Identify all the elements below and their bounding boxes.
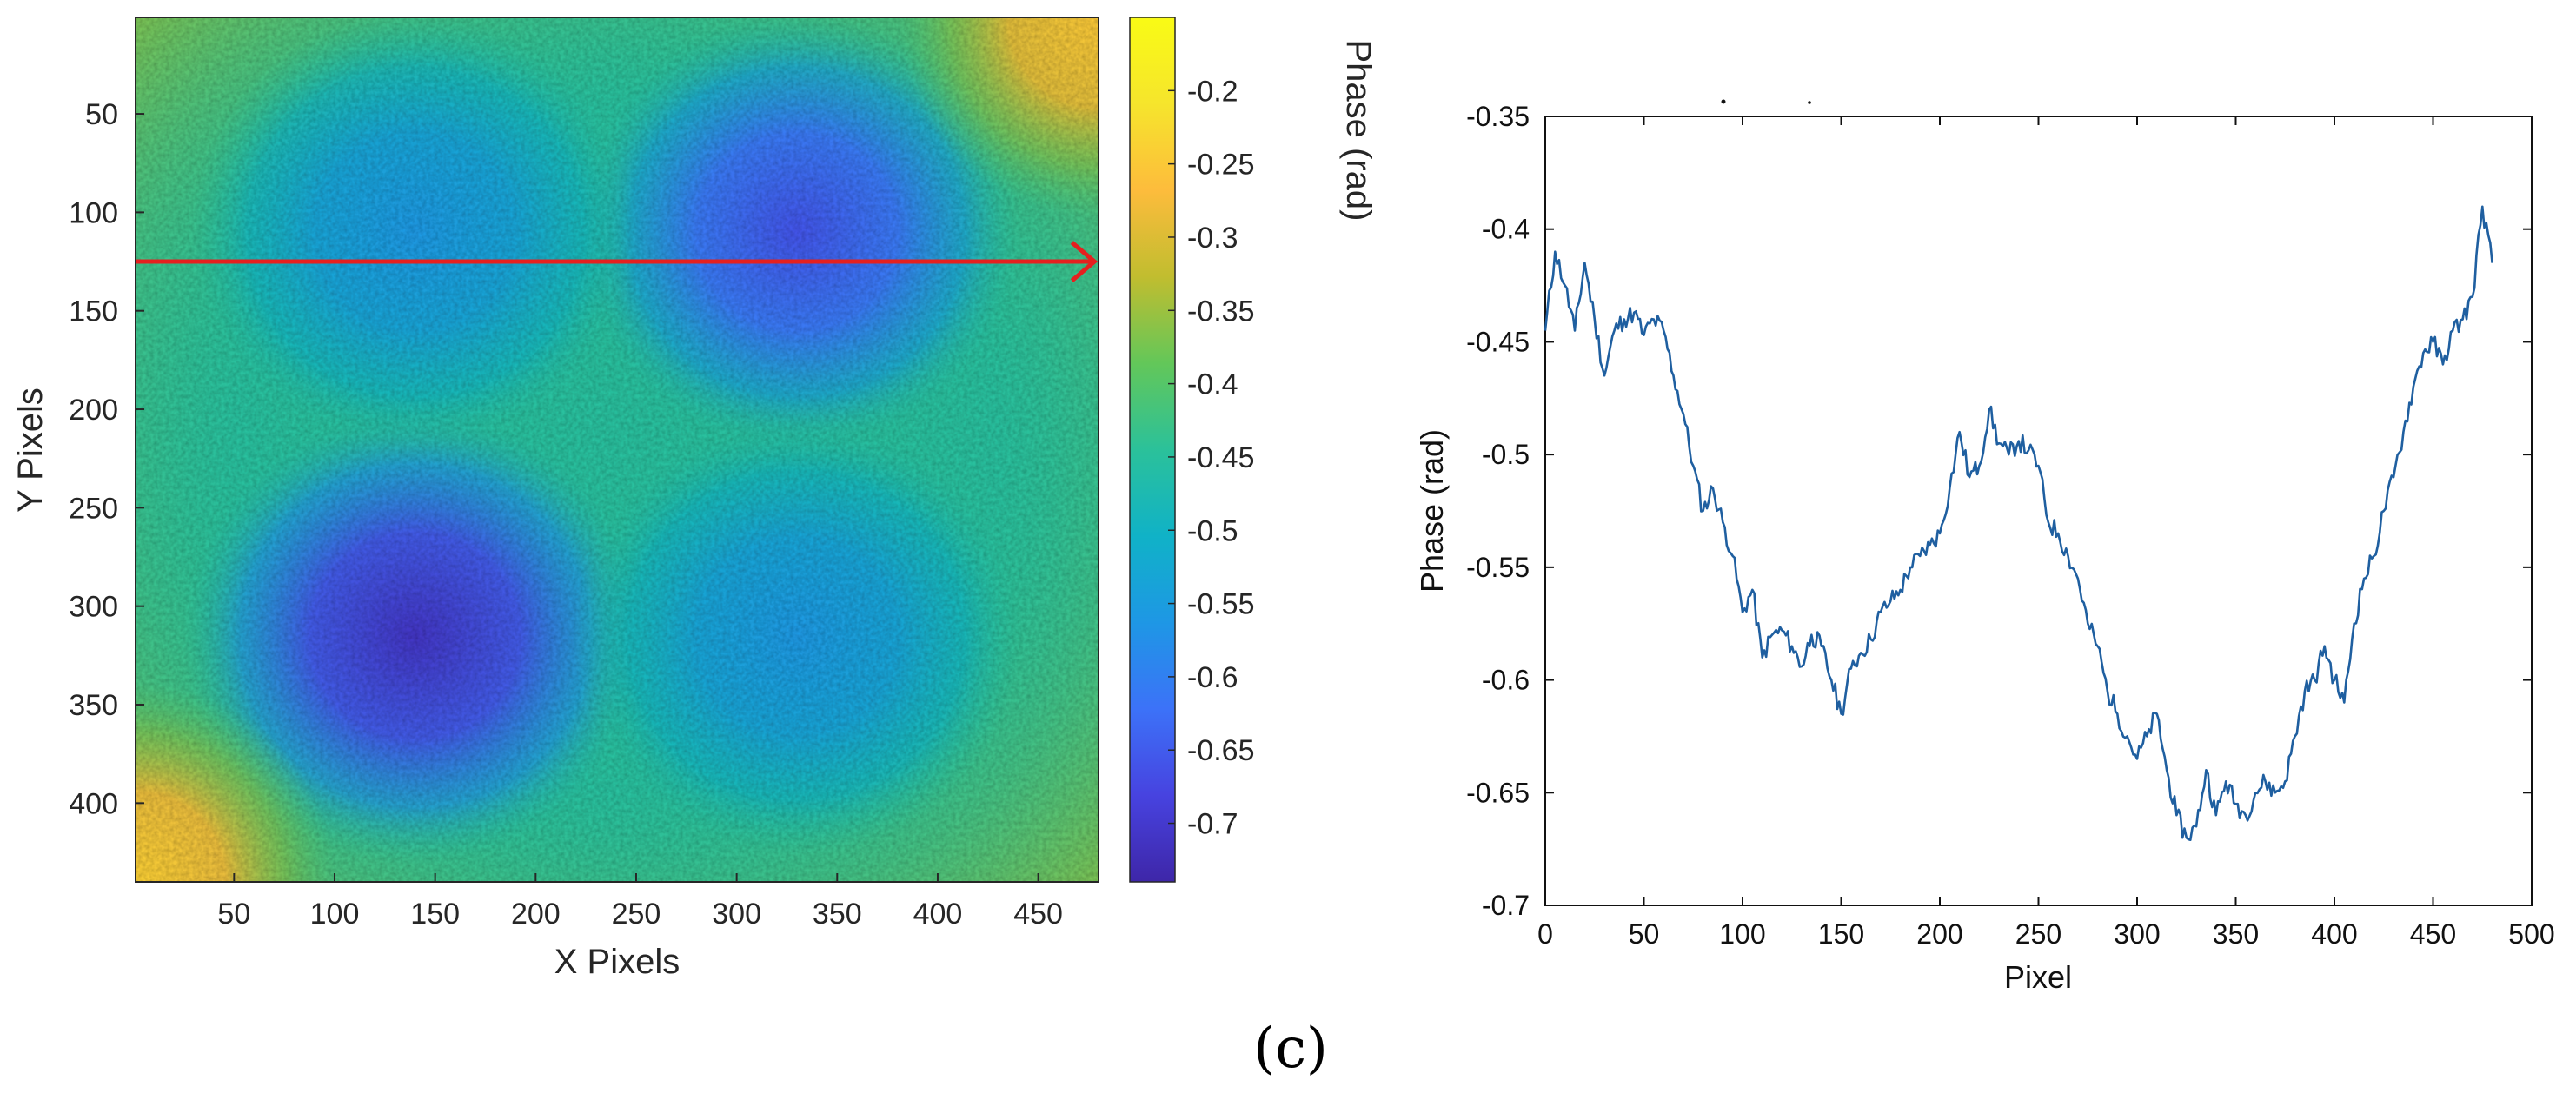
colorbar-tick-label: -0.4 — [1187, 368, 1238, 401]
line-plot-x-tick-label: 400 — [2311, 918, 2357, 950]
heatmap-x-ticks: 50 100 150 200 250 300 350 400 450 — [217, 873, 1063, 931]
series-line — [1544, 205, 2493, 842]
colorbar-tick-label: -0.5 — [1187, 514, 1238, 547]
line-plot-series — [1544, 205, 2493, 842]
heatmap-x-axis-label: X Pixels — [554, 943, 681, 981]
heatmap-image — [136, 17, 1099, 882]
profile-arrow-annotation — [136, 241, 1099, 282]
line-plot-y-ticks: -0.35 -0.4 -0.45 -0.5 -0.55 -0.6 -0.65 -0.7 — [1466, 101, 2532, 921]
colorbar-tick-label: -0.6 — [1187, 661, 1238, 694]
heatmap-y-tick-label: 200 — [69, 394, 118, 427]
heatmap-y-tick-label: 350 — [69, 689, 118, 722]
heatmap-axes-box — [135, 17, 1099, 883]
line-plot-x-tick-label: 150 — [1818, 918, 1864, 950]
heatmap-x-tick-label: 100 — [310, 898, 360, 931]
heatmap-y-tick-label: 250 — [69, 492, 118, 525]
line-plot-y-tick-label: -0.4 — [1482, 214, 1530, 245]
line-plot-x-tick-label: 0 — [1537, 918, 1553, 950]
heatmap-panel: 50 100 150 200 250 300 350 400 450 50 100 150 200 25… — [11, 17, 1378, 981]
panel-label: (c) — [1253, 1017, 1328, 1081]
heatmap-field — [136, 17, 1099, 882]
heatmap-y-ticks: 50 100 150 200 250 300 350 400 — [69, 98, 144, 820]
heatmap-x-tick-label: 50 — [217, 898, 250, 931]
line-plot-y-tick-label: -0.6 — [1482, 665, 1530, 696]
arrow-head — [1070, 241, 1099, 282]
heatmap-x-tick-label: 450 — [1013, 898, 1063, 931]
heatmap-y-tick-label: 150 — [69, 295, 118, 328]
line-plot-y-tick-label: -0.55 — [1466, 552, 1530, 583]
heatmap-dip — [572, 17, 1022, 452]
heatmap-x-tick-label: 350 — [813, 898, 862, 931]
line-plot-y-axis-label: Phase (rad) — [1414, 429, 1450, 593]
colorbar-tick-label: -0.55 — [1187, 588, 1255, 621]
line-plot-y-tick-label: -0.5 — [1482, 439, 1530, 470]
stray-mark — [1721, 99, 1726, 104]
colorbar-tick-label: -0.35 — [1187, 295, 1255, 328]
heatmap-y-tick-label: 300 — [69, 591, 118, 624]
line-plot-x-tick-label: 200 — [1916, 918, 1962, 950]
line-plot-x-axis-label: Pixel — [2004, 959, 2072, 995]
heatmap-dip — [572, 415, 1022, 856]
line-plot-x-tick-label: 300 — [2114, 918, 2160, 950]
line-plot-y-tick-label: -0.65 — [1466, 777, 1530, 808]
line-plot-x-tick-label: 100 — [1719, 918, 1765, 950]
heatmap-x-tick-label: 250 — [612, 898, 661, 931]
stray-mark — [1808, 101, 1811, 104]
colorbar-tick-label: -0.45 — [1187, 441, 1255, 474]
line-plot-x-tick-label: 500 — [2508, 918, 2554, 950]
colorbar-tick-label: -0.2 — [1187, 75, 1238, 108]
heatmap-x-tick-label: 150 — [410, 898, 460, 931]
line-plot-x-tick-label: 350 — [2213, 918, 2259, 950]
heatmap-y-tick-label: 100 — [69, 196, 118, 229]
heatmap-x-tick-label: 400 — [913, 898, 963, 931]
heatmap-dip — [181, 407, 649, 865]
line-plot-x-tick-label: 250 — [2015, 918, 2061, 950]
colorbar: -0.2 -0.25 -0.3 -0.35 -0.4 -0.45 -0.5 -0.55 -0.6… — [1129, 17, 1378, 883]
colorbar-tick-label: -0.65 — [1187, 734, 1255, 767]
colorbar-tick-label: -0.3 — [1187, 222, 1238, 255]
heatmap-x-tick-label: 300 — [712, 898, 761, 931]
heatmap-y-axis-label: Y Pixels — [11, 388, 50, 513]
line-plot-x-tick-label: 450 — [2410, 918, 2456, 950]
colorbar-ticks: -0.2 -0.25 -0.3 -0.35 -0.4 -0.45 -0.5 -0.55 -0.6… — [1168, 75, 1255, 841]
heatmap-y-tick-label: 50 — [85, 98, 118, 131]
colorbar-tick-label: -0.7 — [1187, 808, 1238, 841]
colorbar-tick-label: -0.25 — [1187, 149, 1255, 182]
line-plot-y-tick-label: -0.35 — [1466, 101, 1530, 132]
line-plot-y-tick-label: -0.7 — [1482, 890, 1530, 921]
heatmap-hot-corner — [899, 17, 1099, 217]
line-plot-panel: 0 50 100 150 200 250 300 350 400 450 500 -0.35 -0.4… — [1414, 99, 2555, 995]
heatmap-y-tick-label: 400 — [69, 787, 118, 820]
colorbar-label: Phase (rad) — [1339, 40, 1378, 222]
heatmap-hot-corner — [136, 682, 335, 882]
line-plot-x-ticks: 0 50 100 150 200 250 300 350 400 450 500 — [1537, 116, 2555, 950]
line-plot-x-tick-label: 50 — [1629, 918, 1660, 950]
heatmap-x-tick-label: 200 — [511, 898, 561, 931]
line-plot-y-tick-label: -0.45 — [1466, 326, 1530, 357]
heatmap-dip — [190, 17, 640, 452]
colorbar-bar — [1129, 17, 1176, 883]
